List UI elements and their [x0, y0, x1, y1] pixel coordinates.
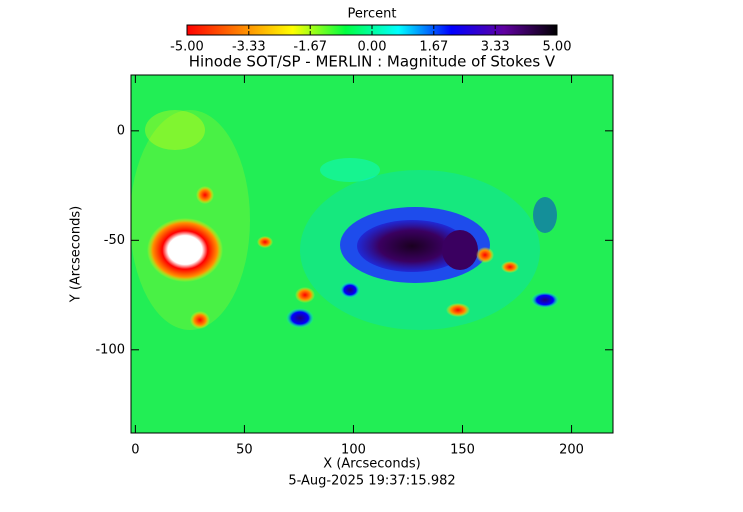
- x-tick-label: 200: [559, 443, 584, 458]
- colorbar-title: Percent: [348, 7, 397, 22]
- x-tick-label: 0: [131, 443, 139, 458]
- magnetogram-image: [131, 75, 613, 433]
- colorbar-tick-label: 1.67: [419, 40, 448, 55]
- colorbar-tick-label: -1.67: [293, 40, 327, 55]
- y-tick-label: -100: [95, 342, 125, 357]
- y-axis-label: Y (Arcseconds): [69, 206, 84, 303]
- x-tick-label: 150: [450, 443, 475, 458]
- colorbar-tick-label: -5.00: [170, 40, 204, 55]
- x-axis-label: X (Arcseconds): [323, 457, 420, 472]
- colorbar-tick-label: 0.00: [358, 40, 387, 55]
- y-tick-label: -50: [104, 233, 125, 248]
- x-tick-label: 100: [341, 443, 366, 458]
- chart-title: Hinode SOT/SP - MERLIN : Magnitude of St…: [189, 53, 556, 71]
- colorbar-tick-label: 5.00: [543, 40, 572, 55]
- colorbar-tick-label: -3.33: [232, 40, 266, 55]
- y-tick-label: 0: [117, 123, 125, 138]
- footer-timestamp: 5-Aug-2025 19:37:15.982: [288, 474, 455, 489]
- plot-frame: [130, 74, 614, 434]
- colorbar-tick-label: 3.33: [481, 40, 510, 55]
- x-tick-label: 50: [236, 443, 253, 458]
